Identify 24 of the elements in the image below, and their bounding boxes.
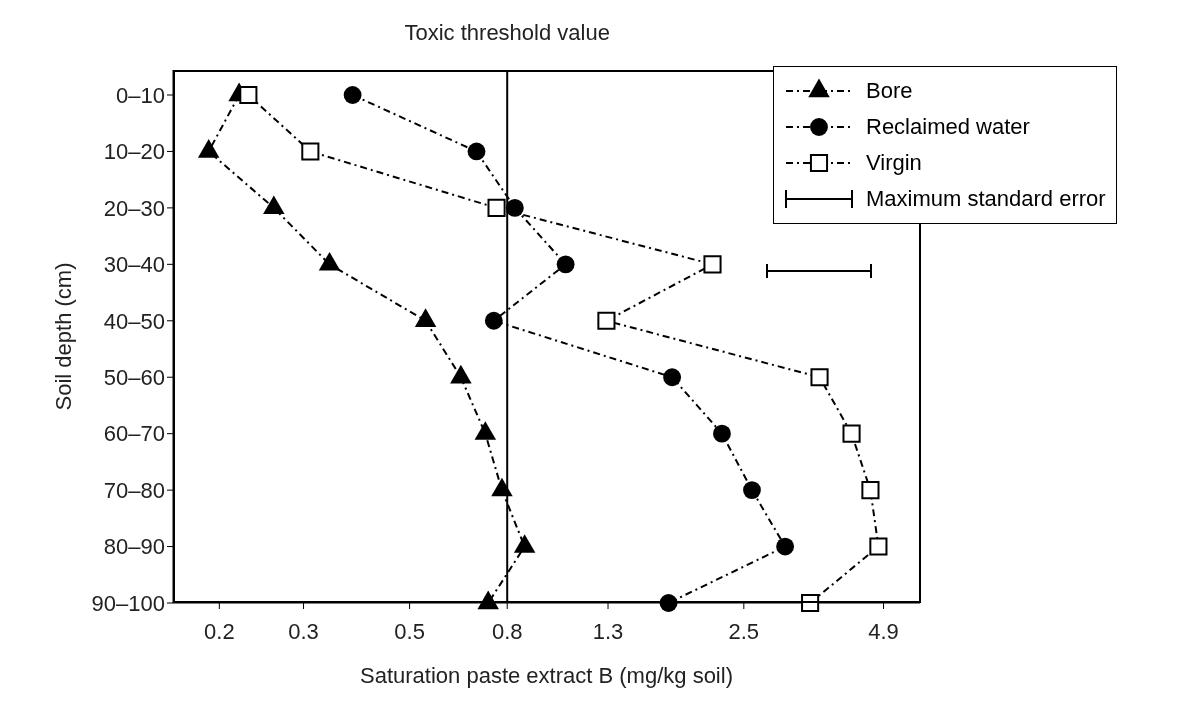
y-axis-title: Soil depth (cm) — [50, 262, 76, 411]
x-tick-label: 0.3 — [288, 618, 319, 644]
x-tick-label: 0.5 — [394, 618, 425, 644]
legend-label: Virgin — [866, 150, 922, 176]
y-tick-label: 70–80 — [103, 477, 165, 503]
x-tick-label: 4.9 — [868, 618, 899, 644]
y-tick-label: 80–90 — [103, 534, 165, 560]
x-tick-label: 0.8 — [491, 618, 523, 644]
ref-line-label: Toxic threshold value — [404, 20, 610, 45]
y-tick-label: 30–40 — [103, 252, 165, 278]
legend-label: Bore — [866, 78, 913, 104]
y-tick-label: 20–30 — [103, 195, 165, 221]
y-tick-label: 60–70 — [103, 421, 165, 447]
x-tick-label: 2.5 — [728, 618, 760, 644]
x-tick-label: 1.3 — [592, 618, 624, 644]
x-axis-title: Saturation paste extract B (mg/kg soil) — [360, 663, 733, 688]
y-tick-label: 90–100 — [91, 590, 165, 616]
y-tick-label: 10–20 — [103, 139, 165, 165]
x-tick-label: 0.2 — [204, 618, 235, 644]
y-tick-label: 40–50 — [103, 308, 165, 334]
y-tick-label: 0–10 — [116, 82, 165, 108]
y-tick-label: 50–60 — [103, 365, 165, 391]
annotation: Maximum standard error — [866, 186, 1106, 212]
legend-label: Reclaimed water — [866, 114, 1030, 140]
